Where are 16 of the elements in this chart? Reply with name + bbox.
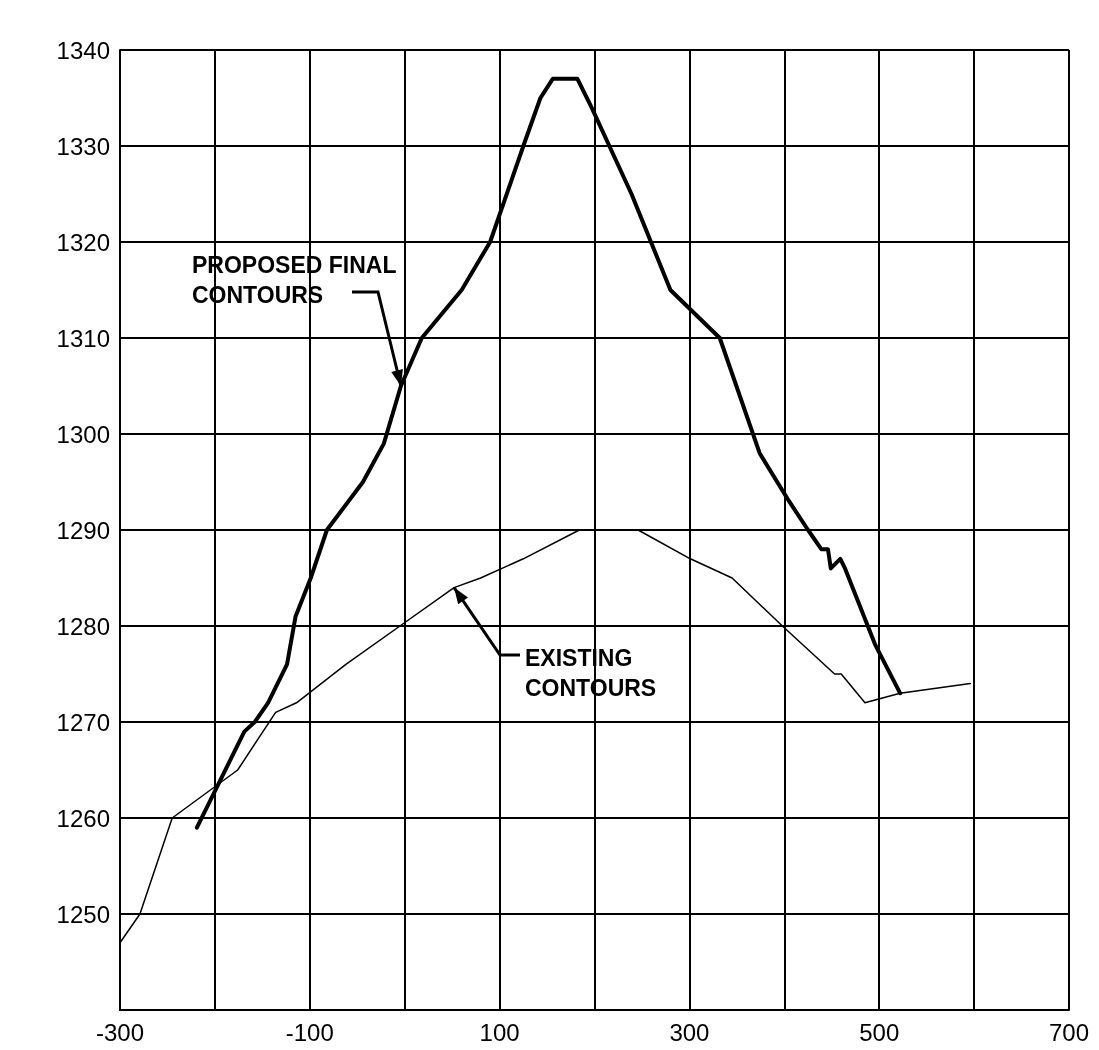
x-tick-label: -300 [95, 1018, 145, 1046]
x-tick-label: 100 [479, 1018, 520, 1046]
y-tick-label: 1280 [56, 612, 110, 640]
y-tick-label: 1320 [56, 228, 110, 256]
y-tick-label: 1270 [56, 708, 110, 736]
x-tick-label: 300 [669, 1018, 710, 1046]
y-tick-label: 1340 [56, 36, 110, 64]
y-tick-label: 1290 [56, 516, 110, 544]
x-tick-label: 700 [1048, 1018, 1090, 1046]
x-tick-label: 500 [859, 1018, 900, 1046]
y-tick-label: 1310 [56, 324, 110, 352]
y-tick-label: 1300 [56, 420, 110, 448]
y-tick-label: 1250 [56, 900, 110, 928]
y-tick-label: 1330 [56, 132, 110, 160]
y-tick-label: 1260 [56, 804, 110, 832]
x-tick-label: -100 [285, 1018, 334, 1046]
